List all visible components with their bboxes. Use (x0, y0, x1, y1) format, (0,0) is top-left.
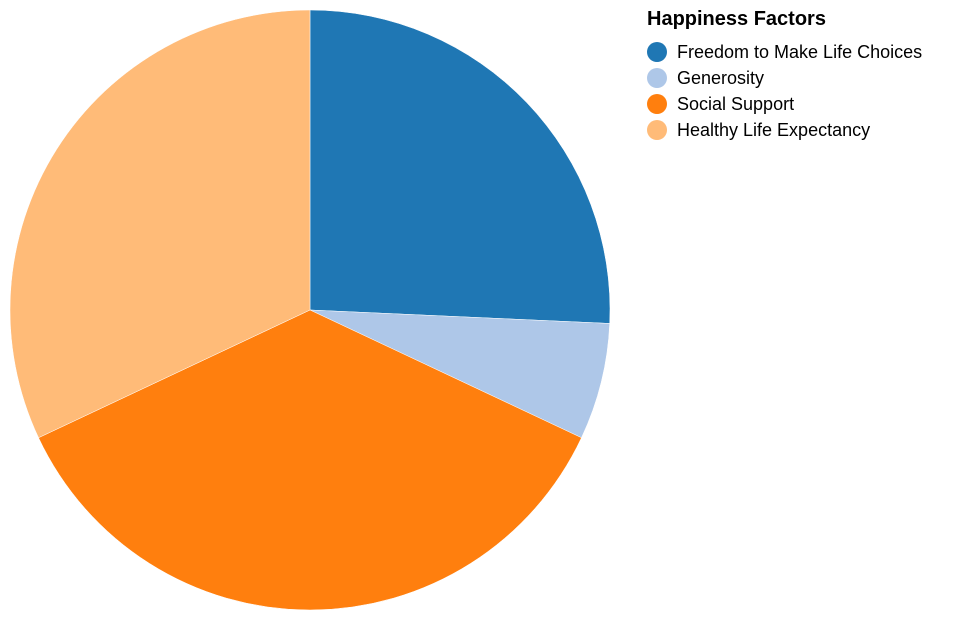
legend: Happiness Factors Freedom to Make Life C… (647, 8, 959, 143)
pie-slice-freedom-to-make-life-choices (309, 9, 611, 324)
pie-slice-generosity (309, 309, 610, 439)
legend-items: Freedom to Make Life Choices Generosity So… (647, 39, 959, 143)
legend-item-freedom-to-make-life-choices: Freedom to Make Life Choices (647, 39, 959, 65)
legend-label: Freedom to Make Life Choices (677, 41, 923, 62)
legend-swatch (647, 68, 667, 88)
legend-item-healthy-life-expectancy: Healthy Life Expectancy (647, 117, 959, 143)
legend-label: Generosity (677, 67, 765, 88)
legend-label: Healthy Life Expectancy (677, 119, 871, 140)
legend-swatch (647, 94, 667, 114)
legend-item-generosity: Generosity (647, 65, 959, 91)
legend-title: Happiness Factors (647, 8, 826, 30)
legend-label: Social Support (677, 93, 795, 114)
legend-item-social-support: Social Support (647, 91, 959, 117)
pie-slice-social-support (38, 309, 582, 611)
pie-slice-healthy-life-expectancy (9, 9, 311, 439)
legend-swatch (647, 42, 667, 62)
legend-swatch (647, 120, 667, 140)
